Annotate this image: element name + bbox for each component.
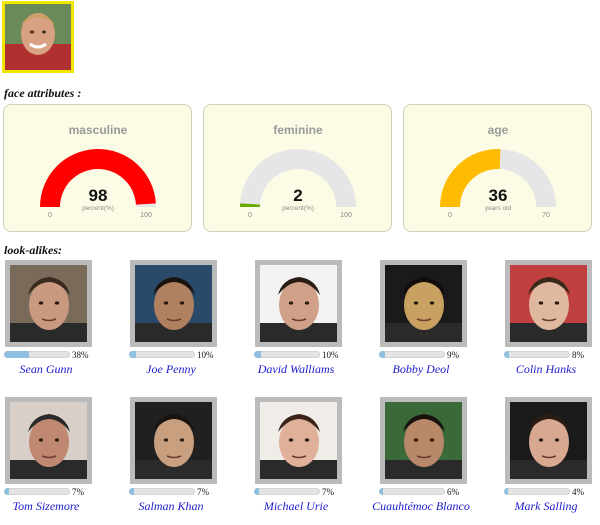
lookalike-item: 10% Joe Penny <box>125 260 235 385</box>
lookalike-name-link[interactable]: Sean Gunn <box>19 362 73 376</box>
gauge-title: masculine <box>69 123 128 137</box>
similarity-percent: 6% <box>447 487 459 497</box>
subject-photo <box>2 1 74 73</box>
gauge-unit: years old <box>485 205 512 212</box>
similarity-bar <box>379 351 445 358</box>
gauge-fill <box>240 203 261 207</box>
person-face-icon <box>260 414 337 479</box>
similarity-bar-fill <box>504 488 508 495</box>
similarity-bar-fill <box>129 488 134 495</box>
similarity-bar-fill <box>379 488 383 495</box>
gauge-min: 0 <box>248 212 252 219</box>
gauge-unit: percent(%) <box>82 205 114 212</box>
similarity-percent: 7% <box>322 487 334 497</box>
gauge-value: 2 <box>293 186 302 205</box>
gauge-max: 100 <box>340 212 352 219</box>
similarity-percent: 38% <box>72 350 89 360</box>
gauge-max: 100 <box>140 212 152 219</box>
gauge-track <box>240 149 356 207</box>
similarity-percent: 9% <box>447 350 459 360</box>
lookalike-item: 8% Colin Hanks <box>500 260 600 385</box>
lookalike-photo[interactable] <box>5 260 92 347</box>
lookalike-item: 4% Mark Salling <box>500 397 600 522</box>
similarity-percent: 4% <box>572 487 584 497</box>
lookalike-name-link[interactable]: Joe Penny <box>146 362 196 376</box>
gauge-title: feminine <box>273 123 323 137</box>
lookalike-photo[interactable] <box>255 397 342 484</box>
lookalike-item: 38% Sean Gunn <box>0 260 110 385</box>
face-attributes-label: face attributes : <box>4 86 82 100</box>
similarity-bar-fill <box>504 351 510 358</box>
similarity-bar <box>254 488 320 495</box>
person-face-icon <box>10 277 87 342</box>
gauge-card-age: age 36 years old 0 70 <box>403 104 592 232</box>
gauge-value: 98 <box>89 186 108 205</box>
lookalike-name-link[interactable]: Michael Urie <box>263 499 329 513</box>
similarity-bar <box>129 351 195 358</box>
person-face-icon <box>135 414 212 479</box>
lookalike-name-link[interactable]: Tom Sizemore <box>12 499 80 513</box>
lookalike-photo[interactable] <box>380 260 467 347</box>
lookalike-name-link[interactable]: Colin Hanks <box>515 362 577 376</box>
similarity-bar-fill <box>129 351 136 358</box>
lookalike-name-link[interactable]: David Walliams <box>257 362 335 376</box>
similarity-bar <box>379 488 445 495</box>
similarity-percent: 7% <box>72 487 84 497</box>
lookalike-item: 7% Tom Sizemore <box>0 397 110 522</box>
similarity-bar-fill <box>379 351 385 358</box>
lookalike-photo[interactable] <box>5 397 92 484</box>
user-photo-icon <box>5 4 71 70</box>
lookalike-item: 10% David Walliams <box>250 260 360 385</box>
similarity-percent: 7% <box>197 487 209 497</box>
person-face-icon <box>510 414 587 479</box>
similarity-bar <box>4 351 70 358</box>
similarity-percent: 10% <box>322 350 339 360</box>
person-face-icon <box>385 277 462 342</box>
similarity-percent: 10% <box>197 350 214 360</box>
lookalike-item: 6% Cuauhtémoc Blanco <box>372 397 485 522</box>
similarity-bar-fill <box>254 488 259 495</box>
lookalike-name-link[interactable]: Cuauhtémoc Blanco <box>372 499 470 513</box>
person-face-icon <box>260 277 337 342</box>
similarity-bar <box>4 488 70 495</box>
lookalike-photo[interactable] <box>255 260 342 347</box>
gauge-unit: percent(%) <box>282 205 314 212</box>
person-face-icon <box>385 414 462 479</box>
similarity-bar <box>254 351 320 358</box>
gauge-feminine: feminine 2 percent(%) 0 100 <box>240 123 356 219</box>
lookalike-photo[interactable] <box>505 397 592 484</box>
look-alikes-label: look-alikes: <box>4 243 62 257</box>
gauge-card-feminine: feminine 2 percent(%) 0 100 <box>203 104 392 232</box>
gauge-fill <box>40 149 156 207</box>
lookalike-photo[interactable] <box>505 260 592 347</box>
gauge-title: age <box>488 123 509 137</box>
similarity-bar-fill <box>254 351 261 358</box>
lookalike-name-link[interactable]: Salman Khan <box>138 499 204 513</box>
lookalike-photo[interactable] <box>130 397 217 484</box>
lookalike-name-link[interactable]: Bobby Deol <box>392 362 450 376</box>
gauge-fill <box>440 149 501 207</box>
lookalike-name-link[interactable]: Mark Salling <box>514 499 578 513</box>
lookalike-item: 9% Bobby Deol <box>375 260 485 385</box>
person-face-icon <box>135 277 212 342</box>
gauge-max: 70 <box>542 212 550 219</box>
gauge-age: age 36 years old 0 70 <box>440 123 556 219</box>
similarity-bar <box>129 488 195 495</box>
gauge-value: 36 <box>489 186 508 205</box>
gauge-min: 0 <box>48 212 52 219</box>
lookalike-item: 7% Salman Khan <box>125 397 235 522</box>
similarity-bar-fill <box>4 488 9 495</box>
similarity-percent: 8% <box>572 350 584 360</box>
similarity-bar <box>504 351 570 358</box>
gauge-min: 0 <box>448 212 452 219</box>
gauge-card-masculine: masculine 98 percent(%) 0 100 <box>3 104 192 232</box>
gauge-masculine: masculine 98 percent(%) 0 100 <box>40 123 156 219</box>
lookalike-photo[interactable] <box>380 397 467 484</box>
person-face-icon <box>510 277 587 342</box>
lookalike-photo[interactable] <box>130 260 217 347</box>
lookalike-item: 7% Michael Urie <box>250 397 360 522</box>
person-face-icon <box>10 414 87 479</box>
similarity-bar <box>504 488 570 495</box>
similarity-bar-fill <box>4 351 30 358</box>
